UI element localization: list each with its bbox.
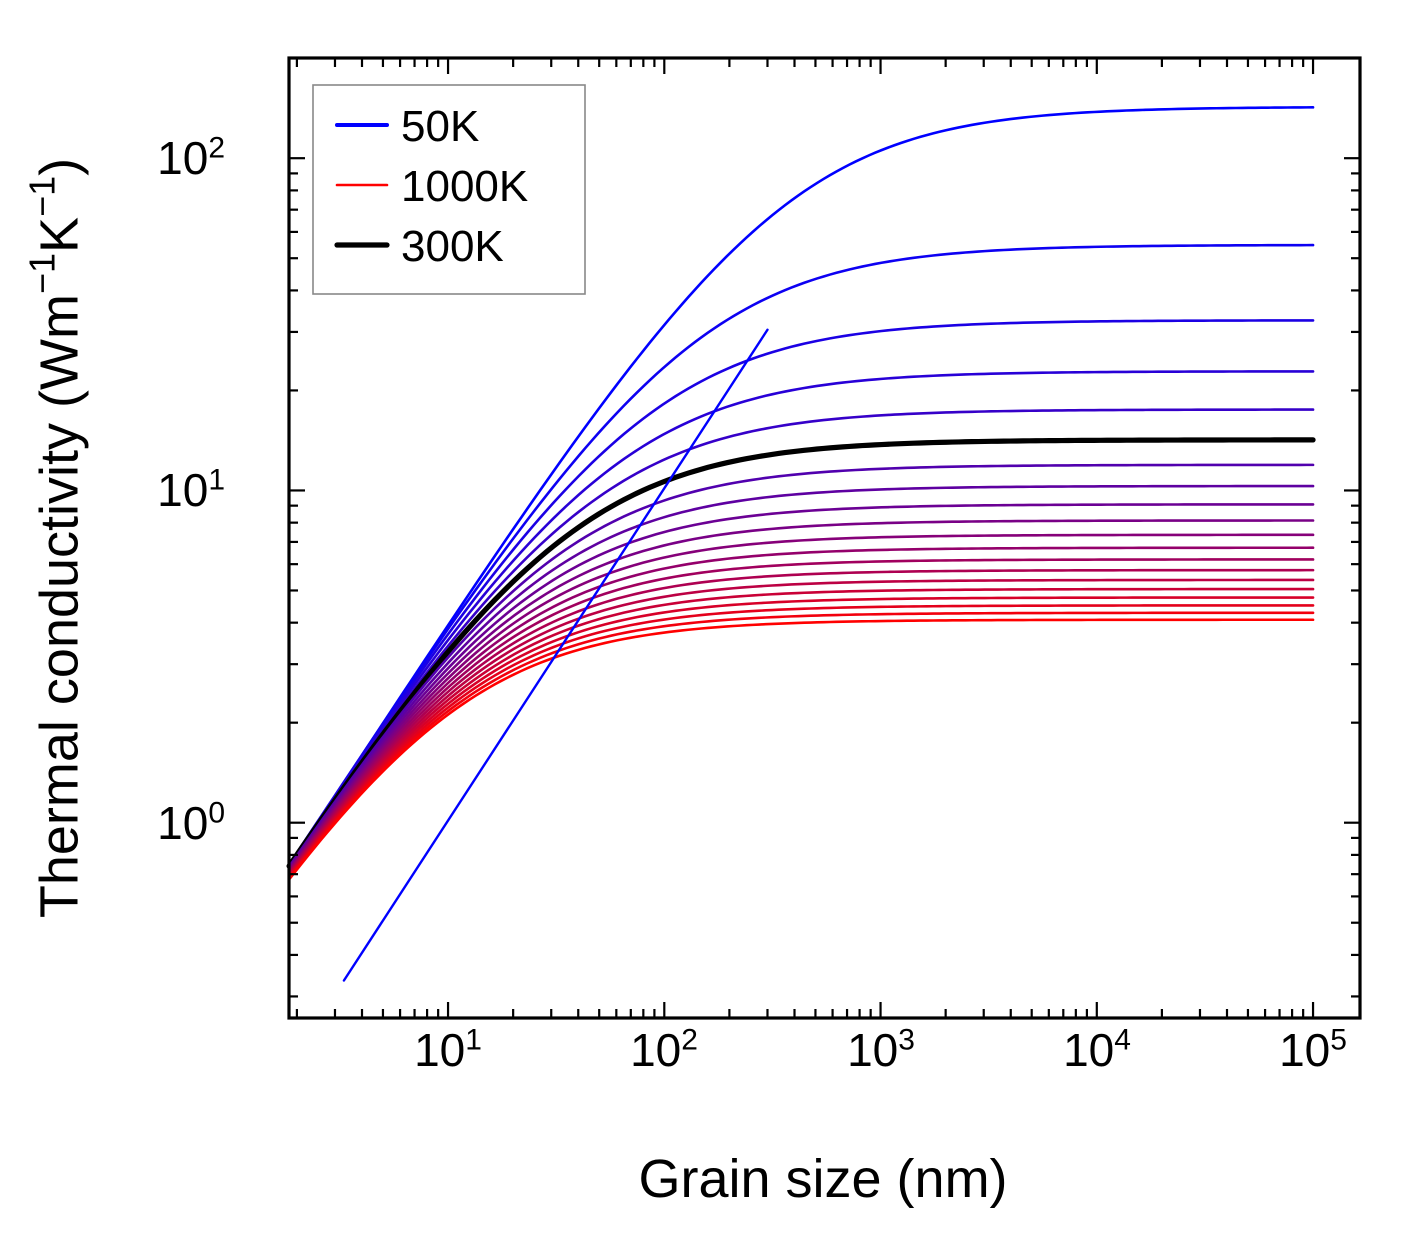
svg-text:300K: 300K	[401, 222, 504, 271]
svg-text:1000K: 1000K	[401, 162, 528, 211]
svg-text:50K: 50K	[401, 102, 479, 151]
